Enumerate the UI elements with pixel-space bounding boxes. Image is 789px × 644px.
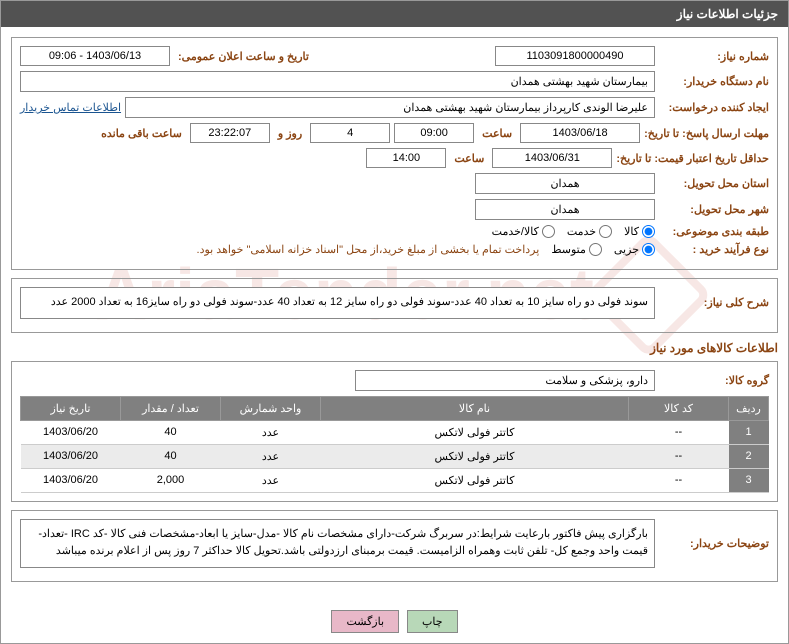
- button-row: چاپ بازگشت: [1, 600, 788, 643]
- validity-label: حداقل تاریخ اعتبار قیمت: تا تاریخ:: [616, 152, 769, 165]
- cell-qty: 2,000: [121, 468, 221, 492]
- process-label: نوع فرآیند خرید :: [659, 243, 769, 256]
- cell-date: 1403/06/20: [21, 420, 121, 444]
- reply-deadline-label: مهلت ارسال پاسخ: تا تاریخ:: [644, 127, 769, 140]
- th-code: کد کالا: [629, 396, 729, 420]
- cell-code: --: [629, 420, 729, 444]
- group-label: گروه کالا:: [659, 374, 769, 387]
- radio-proc-medium[interactable]: [589, 243, 602, 256]
- cell-unit: عدد: [221, 420, 321, 444]
- cell-idx: 1: [729, 420, 769, 444]
- need-no-value: 1103091800000490: [495, 46, 655, 66]
- province-value: همدان: [475, 173, 655, 194]
- print-button[interactable]: چاپ: [407, 610, 458, 633]
- requester-value: علیرضا الوندی کارپرداز بیمارستان شهید به…: [125, 97, 655, 118]
- cell-name: کاتتر فولی لاتکس: [321, 420, 629, 444]
- cell-date: 1403/06/20: [21, 468, 121, 492]
- buyer-value: بیمارستان شهید بهشتی همدان: [20, 71, 655, 92]
- province-label: استان محل تحویل:: [659, 177, 769, 190]
- th-idx: ردیف: [729, 396, 769, 420]
- th-name: نام کالا: [321, 396, 629, 420]
- contact-link[interactable]: اطلاعات تماس خریدار: [20, 101, 121, 114]
- announce-value: 1403/06/13 - 09:06: [20, 46, 170, 66]
- radio-proc-minor[interactable]: [642, 243, 655, 256]
- days-value: 4: [310, 123, 390, 143]
- page-header: جزئیات اطلاعات نیاز: [1, 1, 788, 27]
- category-radios: کالا خدمت کالا/خدمت: [492, 225, 655, 238]
- main-info-group: شماره نیاز: 1103091800000490 تاریخ و ساع…: [11, 37, 778, 270]
- description-group: شرح کلی نیاز: سوند فولی دو راه سایز 10 ب…: [11, 278, 778, 333]
- radio-cat-service[interactable]: [599, 225, 612, 238]
- table-row: 3--کاتتر فولی لاتکسعدد2,0001403/06/20: [21, 468, 769, 492]
- th-date: تاریخ نیاز: [21, 396, 121, 420]
- cell-qty: 40: [121, 420, 221, 444]
- buyer-notes-group: توضیحات خریدار: بارگزاری پیش فاکتور بارع…: [11, 510, 778, 582]
- cell-name: کاتتر فولی لاتکس: [321, 468, 629, 492]
- items-title: اطلاعات کالاهای مورد نیاز: [11, 341, 778, 355]
- time-label-1: ساعت: [478, 127, 516, 140]
- cell-qty: 40: [121, 444, 221, 468]
- remaining-time: 23:22:07: [190, 123, 270, 143]
- category-label: طبقه بندی موضوعی:: [659, 225, 769, 238]
- cell-name: کاتتر فولی لاتکس: [321, 444, 629, 468]
- remaining-label: ساعت باقی مانده: [97, 127, 186, 140]
- table-row: 2--کاتتر فولی لاتکسعدد401403/06/20: [21, 444, 769, 468]
- reply-date: 1403/06/18: [520, 123, 640, 143]
- validity-time: 14:00: [366, 148, 446, 168]
- cell-code: --: [629, 444, 729, 468]
- time-label-2: ساعت: [450, 152, 488, 165]
- th-unit: واحد شمارش: [221, 396, 321, 420]
- table-row: 1--کاتتر فولی لاتکسعدد401403/06/20: [21, 420, 769, 444]
- cell-idx: 2: [729, 444, 769, 468]
- desc-label: شرح کلی نیاز:: [659, 296, 769, 309]
- cell-idx: 3: [729, 468, 769, 492]
- city-label: شهر محل تحویل:: [659, 203, 769, 216]
- group-value: دارو، پزشکی و سلامت: [355, 370, 655, 391]
- need-no-label: شماره نیاز:: [659, 50, 769, 63]
- desc-text: سوند فولی دو راه سایز 10 به تعداد 40 عدد…: [20, 287, 655, 319]
- back-button[interactable]: بازگشت: [331, 610, 399, 633]
- requester-label: ایجاد کننده درخواست:: [659, 101, 769, 114]
- cell-date: 1403/06/20: [21, 444, 121, 468]
- announce-label: تاریخ و ساعت اعلان عمومی:: [174, 50, 313, 63]
- buyer-notes-label: توضیحات خریدار:: [659, 537, 769, 550]
- cell-code: --: [629, 468, 729, 492]
- process-radios: جزیی متوسط: [551, 243, 655, 256]
- days-label: روز و: [274, 127, 306, 140]
- radio-cat-goods[interactable]: [642, 225, 655, 238]
- reply-time: 09:00: [394, 123, 474, 143]
- items-table: ردیف کد کالا نام کالا واحد شمارش تعداد /…: [20, 396, 769, 493]
- th-qty: تعداد / مقدار: [121, 396, 221, 420]
- items-group: گروه کالا: دارو، پزشکی و سلامت ردیف کد ک…: [11, 361, 778, 502]
- buyer-label: نام دستگاه خریدار:: [659, 75, 769, 88]
- validity-date: 1403/06/31: [492, 148, 612, 168]
- city-value: همدان: [475, 199, 655, 220]
- payment-note: پرداخت تمام یا بخشی از مبلغ خرید،از محل …: [197, 243, 548, 256]
- cell-unit: عدد: [221, 468, 321, 492]
- cell-unit: عدد: [221, 444, 321, 468]
- radio-cat-both[interactable]: [542, 225, 555, 238]
- buyer-notes-text: بارگزاری پیش فاکتور بارعایت شرایط:در سرب…: [20, 519, 655, 568]
